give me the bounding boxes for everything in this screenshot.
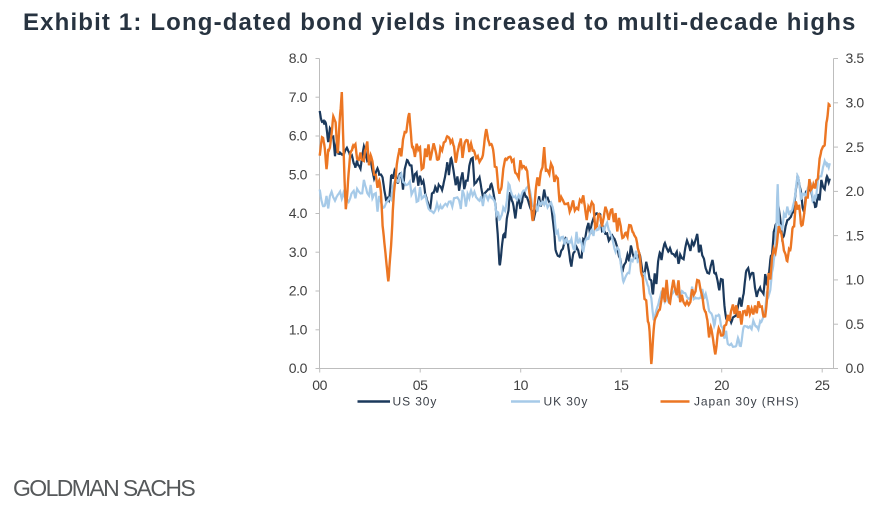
svg-text:25: 25	[815, 377, 830, 393]
svg-text:8.0: 8.0	[289, 50, 308, 66]
svg-text:Japan 30y (RHS): Japan 30y (RHS)	[694, 395, 800, 409]
svg-text:3.0: 3.0	[846, 95, 865, 111]
svg-text:7.0: 7.0	[289, 89, 308, 105]
svg-text:2.5: 2.5	[846, 139, 865, 155]
svg-text:20: 20	[714, 377, 729, 393]
svg-text:US 30y: US 30y	[393, 395, 438, 409]
svg-text:15: 15	[614, 377, 629, 393]
svg-text:00: 00	[312, 377, 327, 393]
svg-text:4.0: 4.0	[289, 205, 308, 221]
svg-text:1.0: 1.0	[289, 321, 308, 337]
svg-text:1.5: 1.5	[846, 227, 865, 243]
svg-text:05: 05	[413, 377, 428, 393]
svg-text:0.0: 0.0	[289, 360, 308, 376]
svg-text:3.5: 3.5	[846, 50, 865, 66]
svg-text:5.0: 5.0	[289, 166, 308, 182]
svg-text:UK 30y: UK 30y	[544, 395, 589, 409]
svg-text:10: 10	[513, 377, 528, 393]
svg-text:1.0: 1.0	[846, 272, 865, 288]
svg-text:2.0: 2.0	[846, 183, 865, 199]
svg-text:2.0: 2.0	[289, 283, 308, 299]
svg-text:0.0: 0.0	[846, 360, 865, 376]
svg-text:6.0: 6.0	[289, 128, 308, 144]
svg-text:3.0: 3.0	[289, 244, 308, 260]
svg-text:0.5: 0.5	[846, 316, 865, 332]
